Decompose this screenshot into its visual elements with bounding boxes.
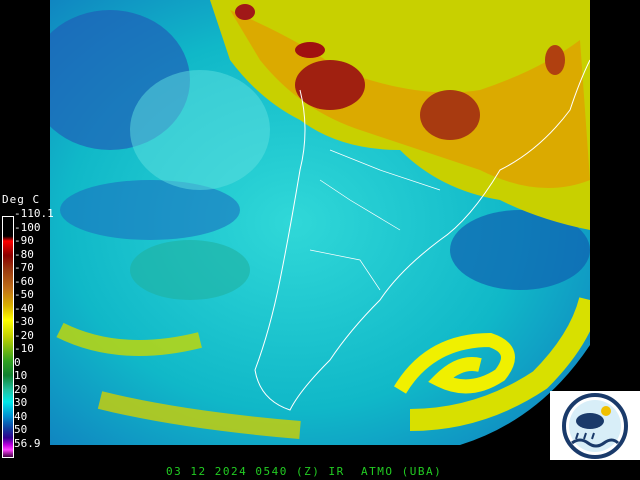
colorbar-tick-label: -10 — [14, 342, 34, 355]
colorbar-tick-label: -90 — [14, 234, 34, 247]
colorbar-tick-label: -80 — [14, 248, 34, 261]
colorbar-tick-label: -50 — [14, 288, 34, 301]
colorbar-tick-label: -60 — [14, 275, 34, 288]
colorbar-tick-label: 20 — [14, 383, 28, 396]
caption-zone: (Z) — [295, 465, 321, 478]
colorbar-tick-label: 56.9 — [14, 437, 41, 450]
colorbar-tick-label: -30 — [14, 315, 34, 328]
weather-station-logo — [550, 391, 640, 460]
colorbar-tick-label: 40 — [14, 410, 28, 423]
image-caption: 03 12 2024 0540 (Z) IR ATMO (UBA) — [166, 465, 442, 478]
colorbar-tick-label: 0 — [14, 356, 21, 369]
colorbar-tick-label: 30 — [14, 396, 28, 409]
temperature-colorbar — [2, 216, 14, 458]
colorbar-tick-label: 10 — [14, 369, 28, 382]
caption-source: ATMO (UBA) — [360, 465, 443, 478]
cloud-icon — [576, 413, 604, 429]
caption-date: 03 12 2024 — [166, 465, 248, 478]
colorbar-tick-label: -40 — [14, 302, 34, 315]
caption-time: 0540 — [255, 465, 288, 478]
colorbar-tick-label: -110.1 — [14, 207, 54, 220]
colorbar-tick-label: -20 — [14, 329, 34, 342]
legend-title: Deg C — [2, 193, 41, 206]
colorbar-tick-label: 50 — [14, 423, 28, 436]
colorbar-tick-label: -70 — [14, 261, 34, 274]
image-disk — [50, 0, 590, 445]
colorbar-tick-label: -100 — [14, 221, 41, 234]
sun-icon — [601, 406, 611, 416]
wave-icon — [571, 438, 620, 448]
caption-channel: IR — [328, 465, 345, 478]
